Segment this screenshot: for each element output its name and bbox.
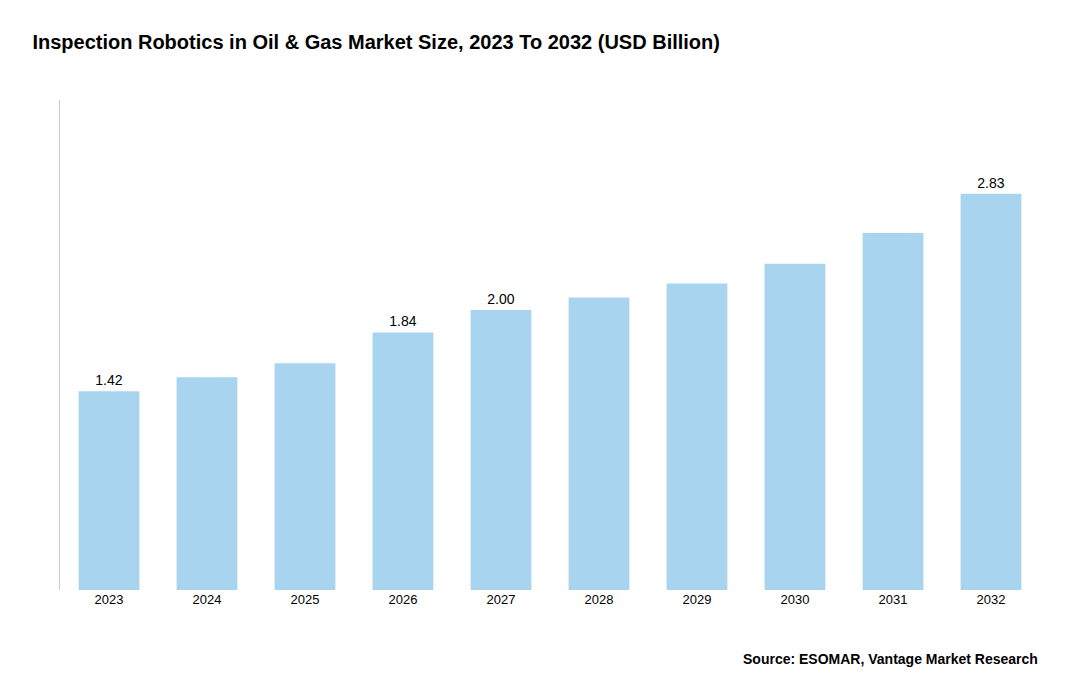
svg-text:Source: ESOMAR, Vantage Market: Source: ESOMAR, Vantage Market Research	[743, 651, 1038, 667]
svg-text:2.00: 2.00	[487, 291, 514, 307]
svg-text:2027: 2027	[487, 592, 516, 607]
svg-text:2026: 2026	[389, 592, 418, 607]
svg-text:1.84: 1.84	[389, 313, 416, 329]
svg-text:2030: 2030	[781, 592, 810, 607]
svg-text:2029: 2029	[683, 592, 712, 607]
svg-text:2023: 2023	[95, 592, 124, 607]
svg-text:1.42: 1.42	[95, 372, 122, 388]
svg-text:2032: 2032	[977, 592, 1006, 607]
svg-text:2.83: 2.83	[977, 175, 1004, 191]
svg-text:2028: 2028	[585, 592, 614, 607]
svg-text:Inspection Robotics in Oil & G: Inspection Robotics in Oil & Gas Market …	[32, 31, 720, 53]
svg-text:2031: 2031	[879, 592, 908, 607]
svg-text:2025: 2025	[291, 592, 320, 607]
svg-text:2024: 2024	[193, 592, 222, 607]
